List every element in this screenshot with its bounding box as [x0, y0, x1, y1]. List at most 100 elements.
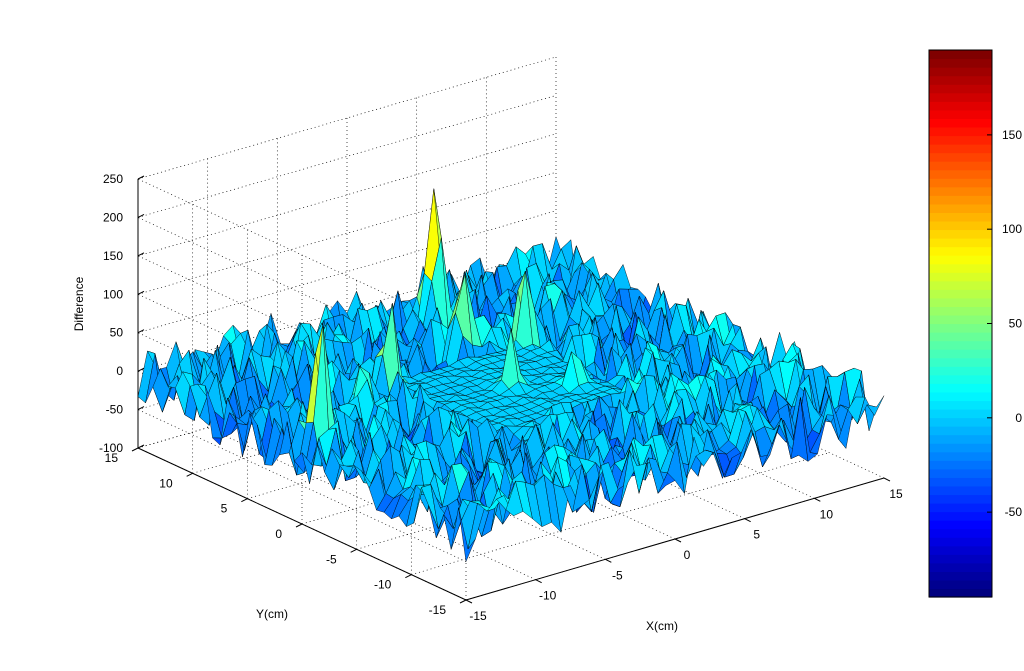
colorbar-tick-label: 0	[1015, 411, 1022, 425]
colorbar-segment	[929, 229, 992, 239]
colorbar-segment	[929, 272, 992, 282]
colorbar-segment	[929, 332, 992, 342]
grid-line	[137, 56, 557, 180]
colorbar-segment	[929, 477, 992, 487]
y-tick-label: 15	[105, 451, 119, 465]
z-tick	[137, 213, 145, 218]
colorbar-segment	[929, 383, 992, 393]
colorbar-segment	[929, 203, 992, 213]
x-tick	[605, 558, 612, 563]
colorbar-segment	[929, 562, 992, 572]
x-axis-label: X(cm)	[646, 619, 678, 633]
z-tick	[137, 175, 145, 180]
colorbar-segment	[929, 50, 992, 60]
z-tick	[137, 329, 145, 334]
colorbar-segment	[929, 400, 992, 410]
colorbar-segment	[929, 520, 992, 530]
colorbar-segment	[929, 220, 992, 231]
z-tick-label: -100	[99, 441, 123, 455]
colorbar-segment	[929, 255, 992, 265]
colorbar-segment	[929, 246, 992, 256]
colorbar-segment	[929, 511, 992, 521]
x-tick-label: 10	[820, 507, 834, 521]
colorbar-segment	[929, 545, 992, 555]
colorbar-segment	[929, 434, 992, 444]
y-tick	[350, 548, 357, 553]
colorbar-segment	[929, 109, 992, 119]
colorbar-tick-label: 150	[1002, 128, 1022, 142]
y-tick	[131, 447, 139, 452]
colorbar-segment	[929, 323, 992, 333]
colorbar-segment	[929, 178, 992, 188]
y-tick-label: -15	[429, 603, 447, 617]
y-tick	[459, 599, 467, 604]
grid-line	[356, 426, 775, 550]
z-tick-label: 0	[116, 364, 123, 378]
z-tick-label: 100	[103, 287, 123, 301]
z-tick-label: 150	[103, 249, 123, 263]
colorbar-segment	[929, 101, 992, 111]
colorbar-segment	[929, 426, 992, 436]
grid-line	[137, 248, 557, 372]
grid-line	[137, 325, 557, 449]
colorbar-segment	[929, 408, 992, 419]
colorbar-segment	[929, 528, 992, 538]
colorbar-segment	[929, 451, 992, 461]
z-tick-label: 200	[103, 210, 123, 224]
colorbar-segment	[929, 374, 992, 384]
colorbar-segment	[929, 280, 992, 290]
y-axis-label: Y(cm)	[256, 607, 288, 621]
grid-line	[411, 452, 830, 576]
colorbar-segment	[929, 135, 992, 145]
z-axis-label: Difference	[72, 276, 86, 331]
colorbar-segment	[929, 212, 992, 222]
z-tick	[137, 406, 145, 411]
colorbar-segment	[929, 349, 992, 359]
colorbar: -50 0 50 100 150	[928, 49, 1023, 598]
colorbar-tick-label: 50	[1009, 317, 1023, 331]
z-tick	[137, 367, 145, 372]
colorbar-segment	[929, 340, 992, 350]
colorbar-segment	[929, 186, 992, 196]
grid-line	[137, 210, 557, 334]
colorbar-segment	[929, 297, 992, 308]
colorbar-segment	[929, 152, 992, 162]
grid-line	[137, 95, 557, 218]
colorbar-segment	[929, 195, 992, 205]
z-tick-label: -50	[106, 403, 124, 417]
x-tick	[814, 497, 821, 502]
colorbar-segment	[929, 263, 992, 273]
colorbar-segment	[929, 84, 992, 94]
grid-line	[137, 133, 557, 257]
z-tick	[137, 444, 145, 449]
y-tick-label: 10	[159, 476, 173, 490]
x-tick	[674, 538, 682, 543]
colorbar-segment	[929, 144, 992, 154]
z-tick	[137, 290, 145, 295]
colorbar-segment	[929, 391, 992, 402]
colorbar-segment	[929, 169, 992, 179]
colorbar-tick-label: -50	[1005, 505, 1023, 519]
z-tick-label: 50	[110, 326, 124, 340]
x-tick-label: -15	[469, 609, 487, 623]
y-tick-label: -10	[374, 578, 392, 592]
colorbar-segment	[929, 306, 992, 316]
surface-patch	[866, 395, 885, 416]
z-tick	[137, 252, 145, 257]
colorbar-segment	[929, 58, 992, 68]
y-tick	[186, 472, 193, 477]
colorbar-segment	[929, 118, 992, 128]
grid-line	[301, 401, 721, 525]
z-tick-label: 250	[103, 172, 123, 186]
colorbar-segment	[929, 126, 992, 137]
x-tick	[535, 579, 542, 584]
colorbar-segment	[929, 67, 992, 77]
colorbar-segment	[929, 75, 992, 85]
y-tick	[405, 574, 412, 579]
x-tick-label: 15	[889, 487, 903, 501]
x-tick-label: -5	[612, 568, 623, 582]
y-tick	[241, 498, 248, 503]
colorbar-segment	[929, 357, 992, 367]
